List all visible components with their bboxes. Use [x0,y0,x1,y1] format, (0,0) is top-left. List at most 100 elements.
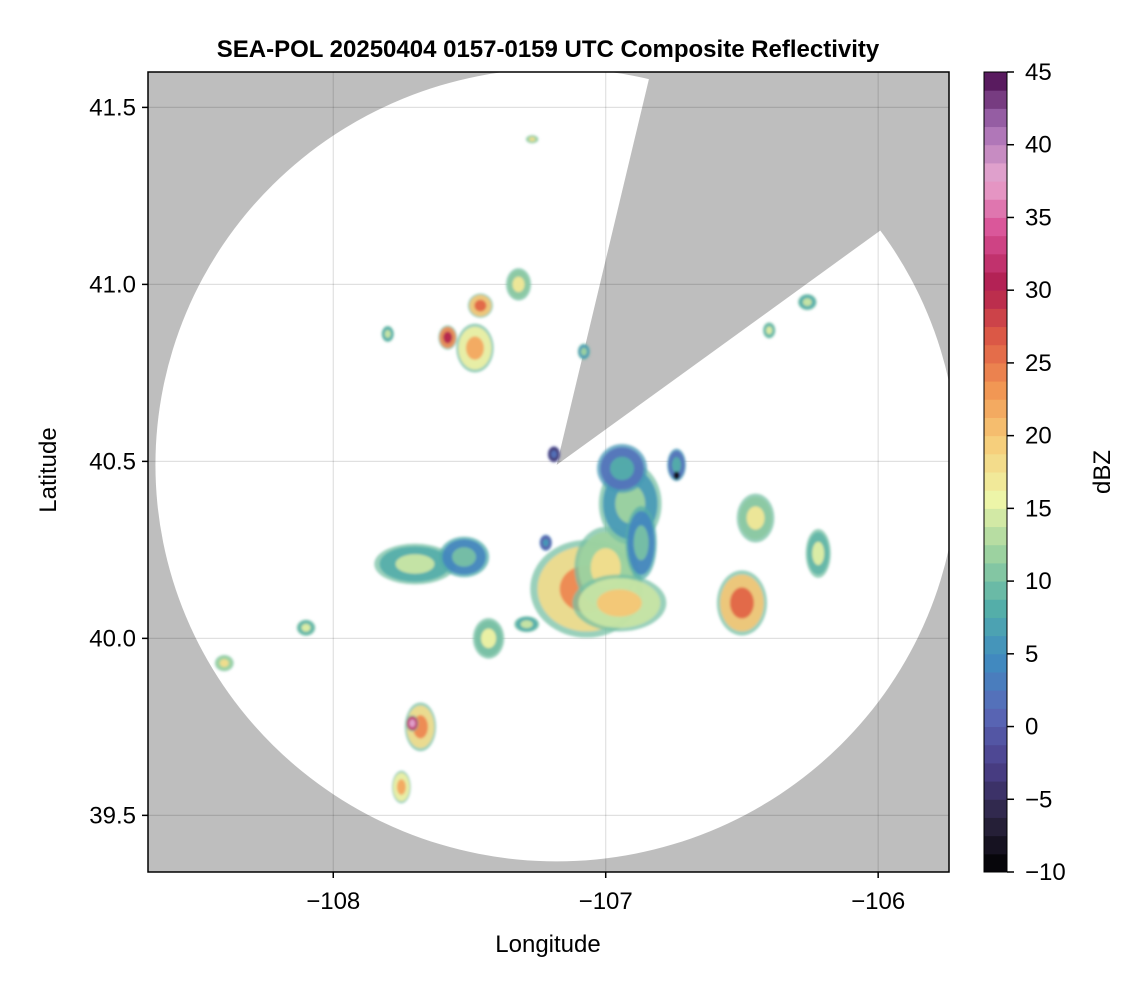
colorbar-step [984,562,1007,582]
echo-core [729,587,754,619]
y-tick-label: 39.5 [89,802,136,829]
colorbar-step [984,853,1007,873]
echo-core [610,456,635,481]
colorbar-step [984,672,1007,691]
colorbar-step [984,90,1007,109]
echo-cell [673,471,680,480]
echo-cell [539,534,553,551]
echo-cell [438,325,458,350]
colorbar-step [984,362,1007,382]
colorbar-tick-label: 40 [1025,132,1052,159]
echo-cell [805,528,831,578]
colorbar-step [984,181,1007,200]
echo-core [301,623,311,632]
echo-cell [667,448,686,482]
echo-core [452,547,477,567]
colorbar-step [984,144,1007,164]
colorbar-step [984,762,1007,782]
echo-cell [381,325,395,343]
colorbar-step [984,253,1007,273]
x-axis-label: Longitude [495,931,600,958]
echo-core [766,326,773,335]
colorbar-step [984,235,1007,255]
colorbar-step [984,126,1007,146]
colorbar-step [984,817,1007,837]
blocked-sector [556,72,949,465]
colorbar-step [984,744,1007,764]
echo-core [443,331,453,344]
echo-cell [296,619,316,636]
echo-core [520,620,533,629]
echo-core [812,541,825,566]
plot-frame [147,71,950,873]
colorbar-step [984,653,1007,673]
colorbar-tick-label: −5 [1025,786,1052,813]
echo-core [481,628,497,649]
colorbar-step [984,708,1007,728]
colorbar-step [984,199,1007,218]
echo-core [672,457,682,473]
colorbar-step [984,526,1007,546]
echo-core [396,779,406,795]
echo-cell [547,446,561,463]
colorbar-tick-label: 30 [1025,277,1052,304]
colorbar-tick-label: 0 [1025,714,1038,741]
echo-cell [406,715,419,732]
echo-core [550,450,557,459]
echo-core [512,276,525,293]
echo-cell [596,444,648,493]
y-axis-ticks: 39.5 40.0 40.5 41.0 41.5 [89,94,148,829]
colorbar-ticks: −10 −5 0 5 10 15 20 25 30 35 40 45 [1007,59,1066,886]
colorbar-tick-label: 5 [1025,641,1038,668]
echo-core [395,554,435,574]
echo-core [542,538,549,547]
colorbar-step [984,162,1007,182]
echo-core [802,298,812,306]
echo-core [219,659,229,668]
colorbar-step [984,472,1007,491]
echo-cell [572,574,667,632]
colorbar-step [984,799,1007,818]
colorbar-step [984,435,1007,455]
echo-cell [374,543,456,585]
x-tick-label: −108 [306,888,360,915]
colorbar-step [984,326,1007,346]
colorbar-step [984,599,1007,618]
echo-core [465,336,484,360]
colorbar-step [984,417,1007,437]
x-tick-label: −106 [851,888,905,915]
y-tick-label: 40.0 [89,625,136,652]
colorbar-step [984,272,1007,291]
colorbar-step [984,726,1007,746]
echo-cell [797,293,817,311]
echo-cell [472,618,505,659]
colorbar-step [984,781,1007,800]
colorbar-step [984,581,1007,600]
colorbar-step [984,835,1007,855]
plot-area [148,72,949,872]
colorbar-frame [983,71,1008,873]
echo-layer [214,135,831,804]
colorbar-step [984,544,1007,564]
echo-cell [762,322,776,339]
colorbar-step [984,617,1007,637]
colorbar-tick-label: 10 [1025,568,1052,595]
y-tick-label: 40.5 [89,448,136,475]
colorbar-step [984,635,1007,655]
colorbar-step [984,399,1007,418]
echo-core [675,473,679,478]
colorbar-step [984,690,1007,709]
echo-core [633,525,649,561]
colorbar-tick-label: 20 [1025,423,1052,450]
colorbar-step [984,308,1007,328]
chart-title: SEA-POL 20250404 0157-0159 UTC Composite… [217,36,880,63]
colorbar-tick-label: 35 [1025,204,1052,231]
colorbar-step [984,108,1007,128]
colorbar-tick-label: −10 [1025,859,1066,886]
echo-core [746,506,765,530]
colorbar-step [984,290,1007,309]
echo-cell [716,570,768,636]
echo-cell [625,506,657,580]
colorbar-tick-label: 45 [1025,59,1052,86]
